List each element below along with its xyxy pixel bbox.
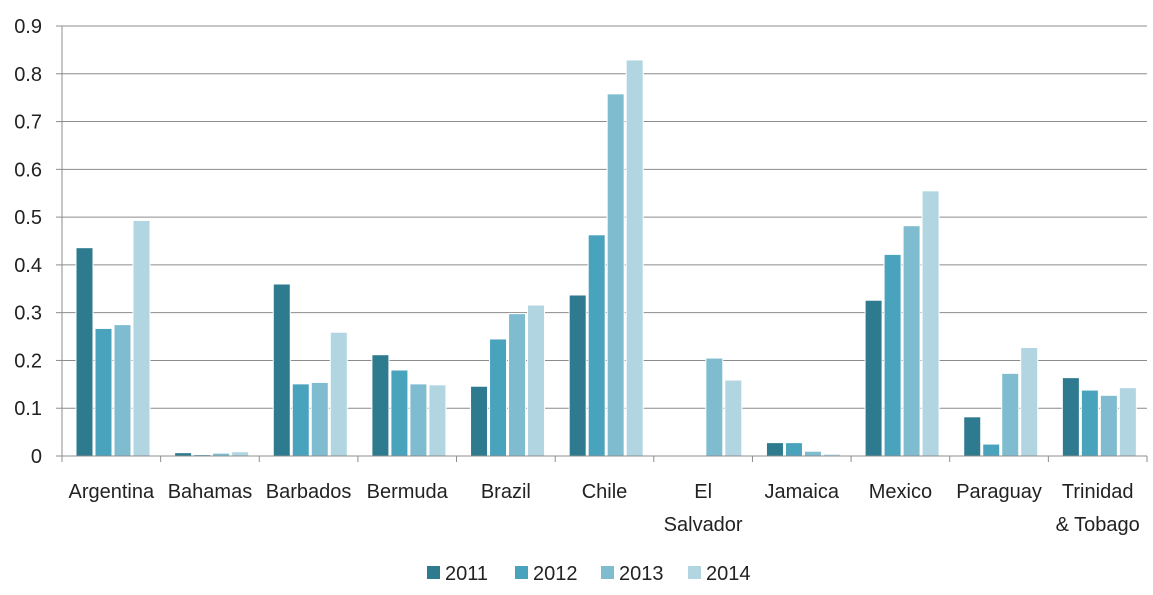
- y-tick-label: 0.4: [14, 255, 42, 277]
- y-tick-label: 0.2: [14, 350, 42, 372]
- x-tick-label: Argentina: [69, 481, 155, 503]
- y-axis-ticks: 0 0.1 0.2 0.3 0.4 0.5 0.6 0.7 0.8 0.9: [14, 16, 42, 468]
- bar: [113, 324, 132, 457]
- bar: [1099, 394, 1118, 457]
- bar: [883, 253, 902, 457]
- x-tick-label: El: [694, 481, 712, 503]
- x-tick-label: Chile: [582, 481, 628, 503]
- bar: [765, 442, 784, 457]
- bar: [1061, 377, 1080, 457]
- bar: [1118, 387, 1137, 457]
- y-tick-label: 0.6: [14, 159, 42, 181]
- bar: [784, 442, 803, 457]
- y-tick-label: 0.7: [14, 112, 42, 134]
- bar: [625, 59, 644, 457]
- legend-item: 2011: [427, 563, 488, 585]
- gridlines: [62, 25, 1147, 409]
- bar: [1020, 347, 1039, 457]
- bar: [568, 294, 587, 457]
- bar: [310, 381, 329, 457]
- y-tick-label: 0: [31, 446, 42, 468]
- bar: [705, 357, 724, 457]
- bar: [231, 451, 250, 457]
- bar: [272, 283, 291, 457]
- bar: [291, 383, 310, 457]
- bar: [470, 385, 489, 457]
- bar: [329, 331, 348, 457]
- legend-item: 2013: [601, 563, 664, 585]
- x-tick-label: Bahamas: [168, 481, 253, 503]
- legend-label: 2011: [445, 563, 488, 585]
- axes: [56, 25, 1148, 462]
- legend-label: 2013: [619, 563, 664, 585]
- bar: [371, 354, 390, 457]
- x-tick-label: Salvador: [664, 514, 743, 536]
- x-tick-label: Mexico: [869, 481, 932, 503]
- x-tick-label: & Tobago: [1056, 514, 1140, 536]
- legend-swatch: [427, 566, 440, 579]
- legend-label: 2014: [706, 563, 751, 585]
- x-tick-label: Brazil: [481, 481, 531, 503]
- legend-swatch: [601, 566, 614, 579]
- series-2011: [75, 247, 1080, 457]
- bar: [390, 369, 409, 457]
- y-tick-label: 0.8: [14, 64, 42, 86]
- x-tick-label: Trinidad: [1062, 481, 1134, 503]
- bar: [1080, 389, 1099, 457]
- bar: [1001, 372, 1020, 457]
- series-2012: [94, 234, 1099, 457]
- bar: [174, 452, 193, 457]
- legend: 2011 2012 2013 2014: [427, 563, 751, 585]
- legend-label: 2012: [533, 563, 578, 585]
- bar: [587, 234, 606, 457]
- y-tick-label: 0.9: [14, 16, 42, 38]
- bar: [606, 93, 625, 457]
- legend-swatch: [688, 566, 701, 579]
- bar: [864, 299, 883, 457]
- y-tick-label: 0.3: [14, 303, 42, 325]
- bar: [963, 416, 982, 457]
- bar: [982, 443, 1001, 457]
- bars: [75, 59, 1137, 457]
- bar: [94, 327, 113, 457]
- bar: [803, 450, 822, 457]
- bar: [527, 304, 546, 457]
- legend-item: 2014: [688, 563, 751, 585]
- x-tick-label: Bermuda: [367, 481, 449, 503]
- y-tick-label: 0.1: [14, 398, 42, 420]
- bar: [921, 190, 940, 457]
- x-axis-labels: Argentina Bahamas Barbados Bermuda Brazil Chi…: [69, 481, 1140, 536]
- bar: [489, 338, 508, 457]
- bar: [902, 225, 921, 457]
- x-tick-label: Jamaica: [765, 481, 840, 503]
- legend-item: 2012: [515, 563, 578, 585]
- legend-swatch: [515, 566, 528, 579]
- x-tick-label: Barbados: [266, 481, 352, 503]
- bar: [132, 219, 151, 457]
- series-2013: [113, 93, 1118, 457]
- bar: [75, 247, 94, 457]
- bar: [508, 313, 527, 457]
- bar: [428, 384, 447, 457]
- bar: [409, 383, 428, 457]
- y-tick-label: 0.5: [14, 207, 42, 229]
- bar: [724, 379, 743, 457]
- x-tick-label: Paraguay: [956, 481, 1042, 503]
- series-2014: [132, 59, 1137, 457]
